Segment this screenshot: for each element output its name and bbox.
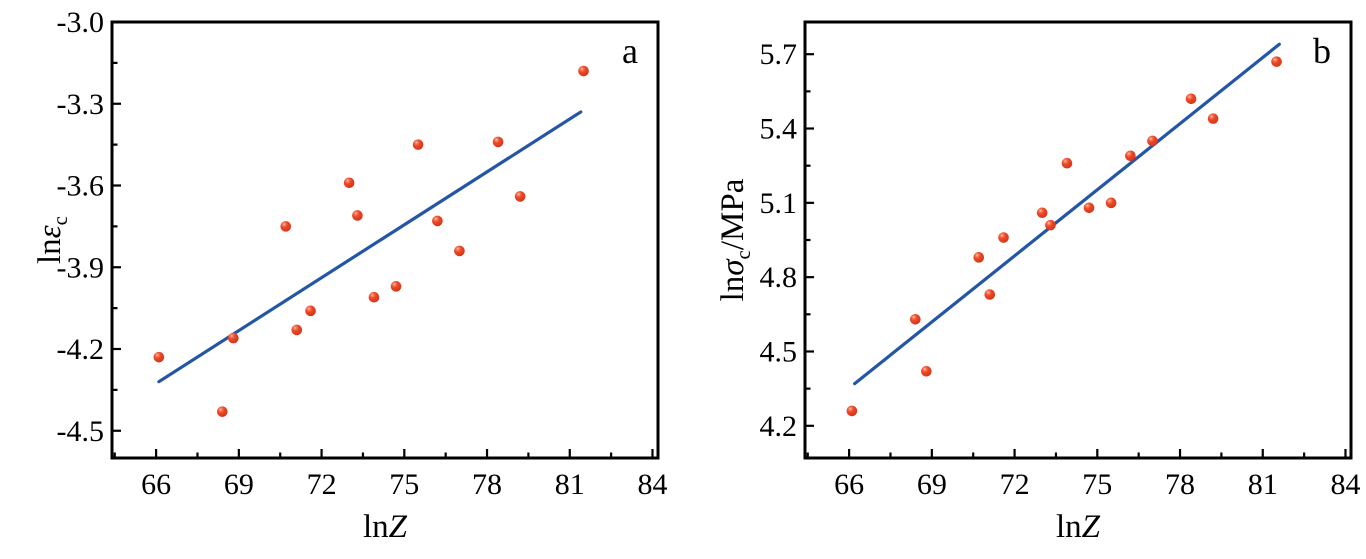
- data-point: [1185, 93, 1197, 105]
- x-tick-label: 81: [1248, 468, 1278, 501]
- data-point: [492, 136, 504, 148]
- x-tick-label: 66: [834, 468, 864, 501]
- plot-frame: [803, 20, 1353, 460]
- x-axis-label: lnZ: [363, 509, 408, 545]
- data-point: [514, 191, 526, 202]
- data-point: [1125, 150, 1136, 162]
- y-tick-label: -3.3: [57, 88, 105, 121]
- x-tick-label: 75: [389, 468, 419, 501]
- panel-b: 66 69 72 75 78 81 84 5.7 5.4 5.1 4.8 4.5 4.2 lnZ lnσc/…: [683, 0, 1366, 559]
- x-tick-label: 75: [1082, 468, 1112, 501]
- data-point: [280, 221, 292, 232]
- y-tick-label: 4.5: [760, 335, 798, 368]
- y-tick-label: -4.2: [57, 333, 105, 366]
- data-point: [1045, 219, 1056, 231]
- data-point: [343, 177, 355, 189]
- fit-line: [853, 42, 1281, 386]
- y-tick-label: 4.2: [760, 410, 798, 443]
- x-tick-label: 66: [141, 468, 171, 501]
- panel-label: a: [622, 31, 638, 71]
- x-tick-label: 69: [917, 468, 947, 501]
- data-point: [910, 313, 921, 325]
- data-point: [921, 365, 932, 377]
- x-tick-label: 81: [555, 468, 585, 501]
- y-tick-label: -3.0: [57, 6, 105, 39]
- chart-b-svg: 66 69 72 75 78 81 84 5.7 5.4 5.1 4.8 4.5 4.2 lnZ lnσc/…: [715, 20, 1360, 545]
- data-point: [578, 65, 589, 77]
- data-point: [1061, 157, 1073, 169]
- y-tick-label: -3.6: [57, 170, 105, 203]
- y-tick-label: 5.7: [760, 38, 798, 71]
- data-point: [1083, 202, 1095, 214]
- data-point: [412, 139, 424, 150]
- data-point: [984, 289, 996, 300]
- x-tick-label: 78: [1165, 468, 1195, 501]
- x-tick-label: 78: [472, 468, 502, 501]
- data-point: [1036, 207, 1048, 219]
- data-point: [390, 281, 402, 292]
- y-axis-label: lnσc/MPa: [715, 178, 755, 301]
- data-point: [432, 215, 443, 227]
- y-tick-label: 4.8: [760, 261, 798, 294]
- y-tick-label: -4.5: [57, 415, 105, 448]
- data-point: [368, 291, 380, 303]
- data-point: [998, 232, 1009, 243]
- data-point: [1105, 197, 1117, 209]
- data-point: [454, 245, 465, 257]
- data-point: [1207, 113, 1219, 124]
- data-point: [846, 405, 858, 417]
- chart-a-svg: 66 69 72 75 78 81 84 -3.0 -3.3 -3.6 -3.9 -4.2 -4.5 ln…: [32, 6, 667, 545]
- data-point: [1147, 135, 1158, 147]
- data-point: [217, 406, 228, 417]
- y-axis-label: lnεc: [32, 216, 72, 264]
- data-point: [305, 305, 316, 317]
- data-point: [352, 210, 363, 221]
- data-point: [153, 351, 165, 363]
- data-point: [1271, 56, 1282, 67]
- x-tick-label: 72: [307, 468, 337, 501]
- fit-line: [157, 110, 583, 384]
- y-tick-label: 5.4: [760, 113, 798, 146]
- data-point: [973, 252, 985, 263]
- y-tick-label: -3.9: [57, 251, 105, 284]
- data-point: [228, 332, 239, 344]
- x-tick-label: 84: [1330, 468, 1360, 501]
- x-axis-label: lnZ: [1056, 509, 1101, 545]
- data-point: [291, 324, 303, 336]
- x-tick-label: 69: [224, 468, 254, 501]
- panel-a: 66 69 72 75 78 81 84 -3.0 -3.3 -3.6 -3.9 -4.2 -4.5 ln…: [32, 6, 667, 545]
- x-tick-label: 84: [637, 468, 667, 501]
- y-tick-label: 5.1: [760, 187, 798, 220]
- panel-label: b: [1313, 31, 1331, 71]
- x-tick-label: 72: [1000, 468, 1030, 501]
- plot-frame: [110, 20, 660, 460]
